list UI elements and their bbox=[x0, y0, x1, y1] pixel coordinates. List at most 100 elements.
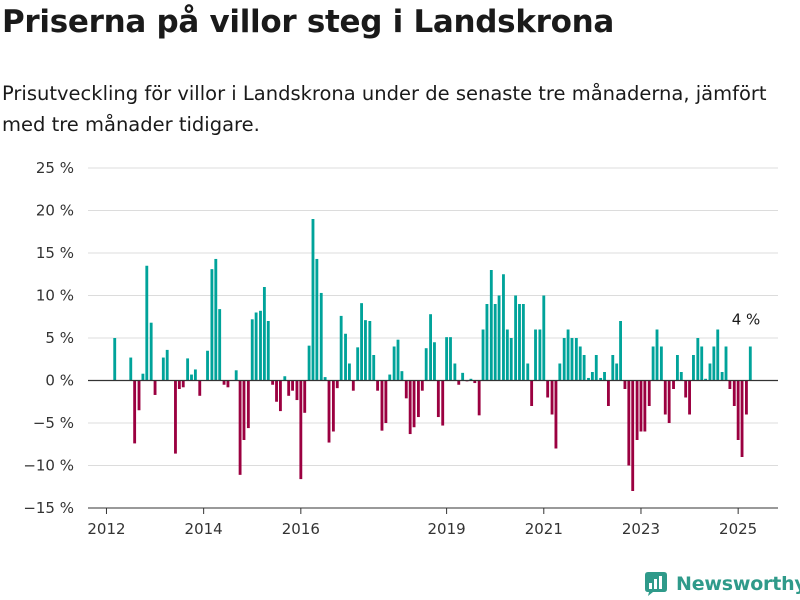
bar bbox=[744, 380, 748, 415]
bar bbox=[396, 339, 400, 381]
y-tick-label: 10 % bbox=[36, 287, 74, 305]
bar bbox=[606, 380, 610, 406]
bar bbox=[400, 371, 404, 381]
bar bbox=[408, 380, 412, 435]
bar bbox=[485, 304, 489, 381]
bar bbox=[174, 380, 177, 454]
bar bbox=[505, 329, 509, 381]
bar bbox=[420, 380, 424, 391]
bar bbox=[291, 380, 294, 391]
bar bbox=[509, 338, 513, 381]
bar bbox=[477, 380, 481, 416]
y-tick-label: 5 % bbox=[45, 329, 74, 347]
bar bbox=[582, 355, 586, 381]
bar bbox=[562, 338, 566, 381]
bar bbox=[193, 369, 197, 381]
bar bbox=[627, 380, 631, 466]
x-tick-label: 2023 bbox=[622, 520, 660, 538]
bar bbox=[603, 372, 606, 381]
x-tick-label: 2025 bbox=[719, 520, 757, 538]
bar bbox=[311, 219, 315, 381]
bar bbox=[708, 363, 712, 381]
bar bbox=[469, 378, 473, 381]
bar bbox=[684, 380, 688, 398]
y-tick-label: 0 % bbox=[45, 372, 74, 390]
bar bbox=[113, 338, 117, 381]
bar bbox=[611, 355, 615, 381]
bar bbox=[502, 274, 505, 381]
bar bbox=[344, 333, 347, 381]
bar bbox=[550, 380, 554, 415]
newsworthy-logo: Newsworthy bbox=[644, 568, 800, 600]
bar bbox=[384, 380, 388, 423]
newsworthy-logo-text: Newsworthy bbox=[676, 573, 800, 595]
bar bbox=[631, 380, 635, 491]
bar bbox=[441, 380, 445, 426]
bar bbox=[161, 357, 165, 381]
bar bbox=[542, 295, 546, 381]
bar bbox=[732, 380, 736, 406]
bar bbox=[643, 380, 647, 432]
bar bbox=[327, 380, 331, 443]
bar bbox=[319, 292, 323, 381]
bar bbox=[259, 310, 262, 381]
y-tick-label: −5 % bbox=[33, 414, 74, 432]
bar bbox=[619, 321, 622, 381]
x-tick-label: 2019 bbox=[428, 520, 466, 538]
bar bbox=[339, 315, 343, 381]
x-tick-label: 2012 bbox=[87, 520, 125, 538]
bar bbox=[704, 378, 708, 381]
bar bbox=[546, 380, 550, 398]
bar bbox=[521, 304, 525, 381]
bar bbox=[518, 304, 521, 381]
bar bbox=[214, 258, 218, 381]
bar bbox=[307, 345, 311, 381]
chart-title: Priserna på villor steg i Landskrona bbox=[2, 4, 615, 40]
bar bbox=[599, 377, 603, 381]
x-tick-label: 2021 bbox=[525, 520, 563, 538]
bar bbox=[210, 269, 214, 381]
bar bbox=[740, 380, 744, 457]
bar bbox=[416, 380, 420, 418]
bar bbox=[376, 380, 380, 391]
bar bbox=[688, 380, 691, 415]
bar bbox=[287, 380, 291, 396]
bar bbox=[360, 303, 363, 381]
bar bbox=[445, 337, 449, 381]
bar bbox=[250, 319, 254, 381]
bar bbox=[587, 377, 590, 381]
y-tick-label: 20 % bbox=[36, 202, 74, 220]
bar bbox=[129, 357, 133, 381]
bar bbox=[190, 374, 193, 381]
bar bbox=[449, 337, 452, 381]
bar bbox=[347, 363, 351, 381]
bar bbox=[303, 380, 307, 413]
bar bbox=[651, 346, 655, 381]
bar bbox=[278, 380, 282, 412]
bar bbox=[242, 380, 246, 440]
bar bbox=[299, 380, 303, 480]
x-tick-label: 2016 bbox=[282, 520, 320, 538]
bar bbox=[315, 258, 319, 381]
bar bbox=[198, 380, 202, 396]
bar bbox=[433, 342, 436, 381]
bar bbox=[570, 338, 574, 381]
bar bbox=[218, 309, 222, 381]
y-tick-label: 25 % bbox=[36, 159, 74, 177]
bar bbox=[453, 363, 457, 381]
bar bbox=[748, 346, 752, 381]
y-tick-label: −15 % bbox=[23, 499, 74, 517]
bar bbox=[679, 372, 683, 381]
bar bbox=[262, 287, 266, 381]
bar bbox=[153, 380, 157, 395]
bar bbox=[388, 374, 392, 381]
newsworthy-logo-icon bbox=[645, 572, 667, 596]
bar bbox=[380, 380, 384, 431]
bar bbox=[493, 304, 497, 381]
bar bbox=[238, 380, 242, 475]
bar bbox=[461, 372, 465, 381]
bar bbox=[254, 312, 258, 381]
bar bbox=[372, 355, 376, 381]
bar bbox=[473, 380, 477, 384]
bar bbox=[331, 380, 335, 432]
